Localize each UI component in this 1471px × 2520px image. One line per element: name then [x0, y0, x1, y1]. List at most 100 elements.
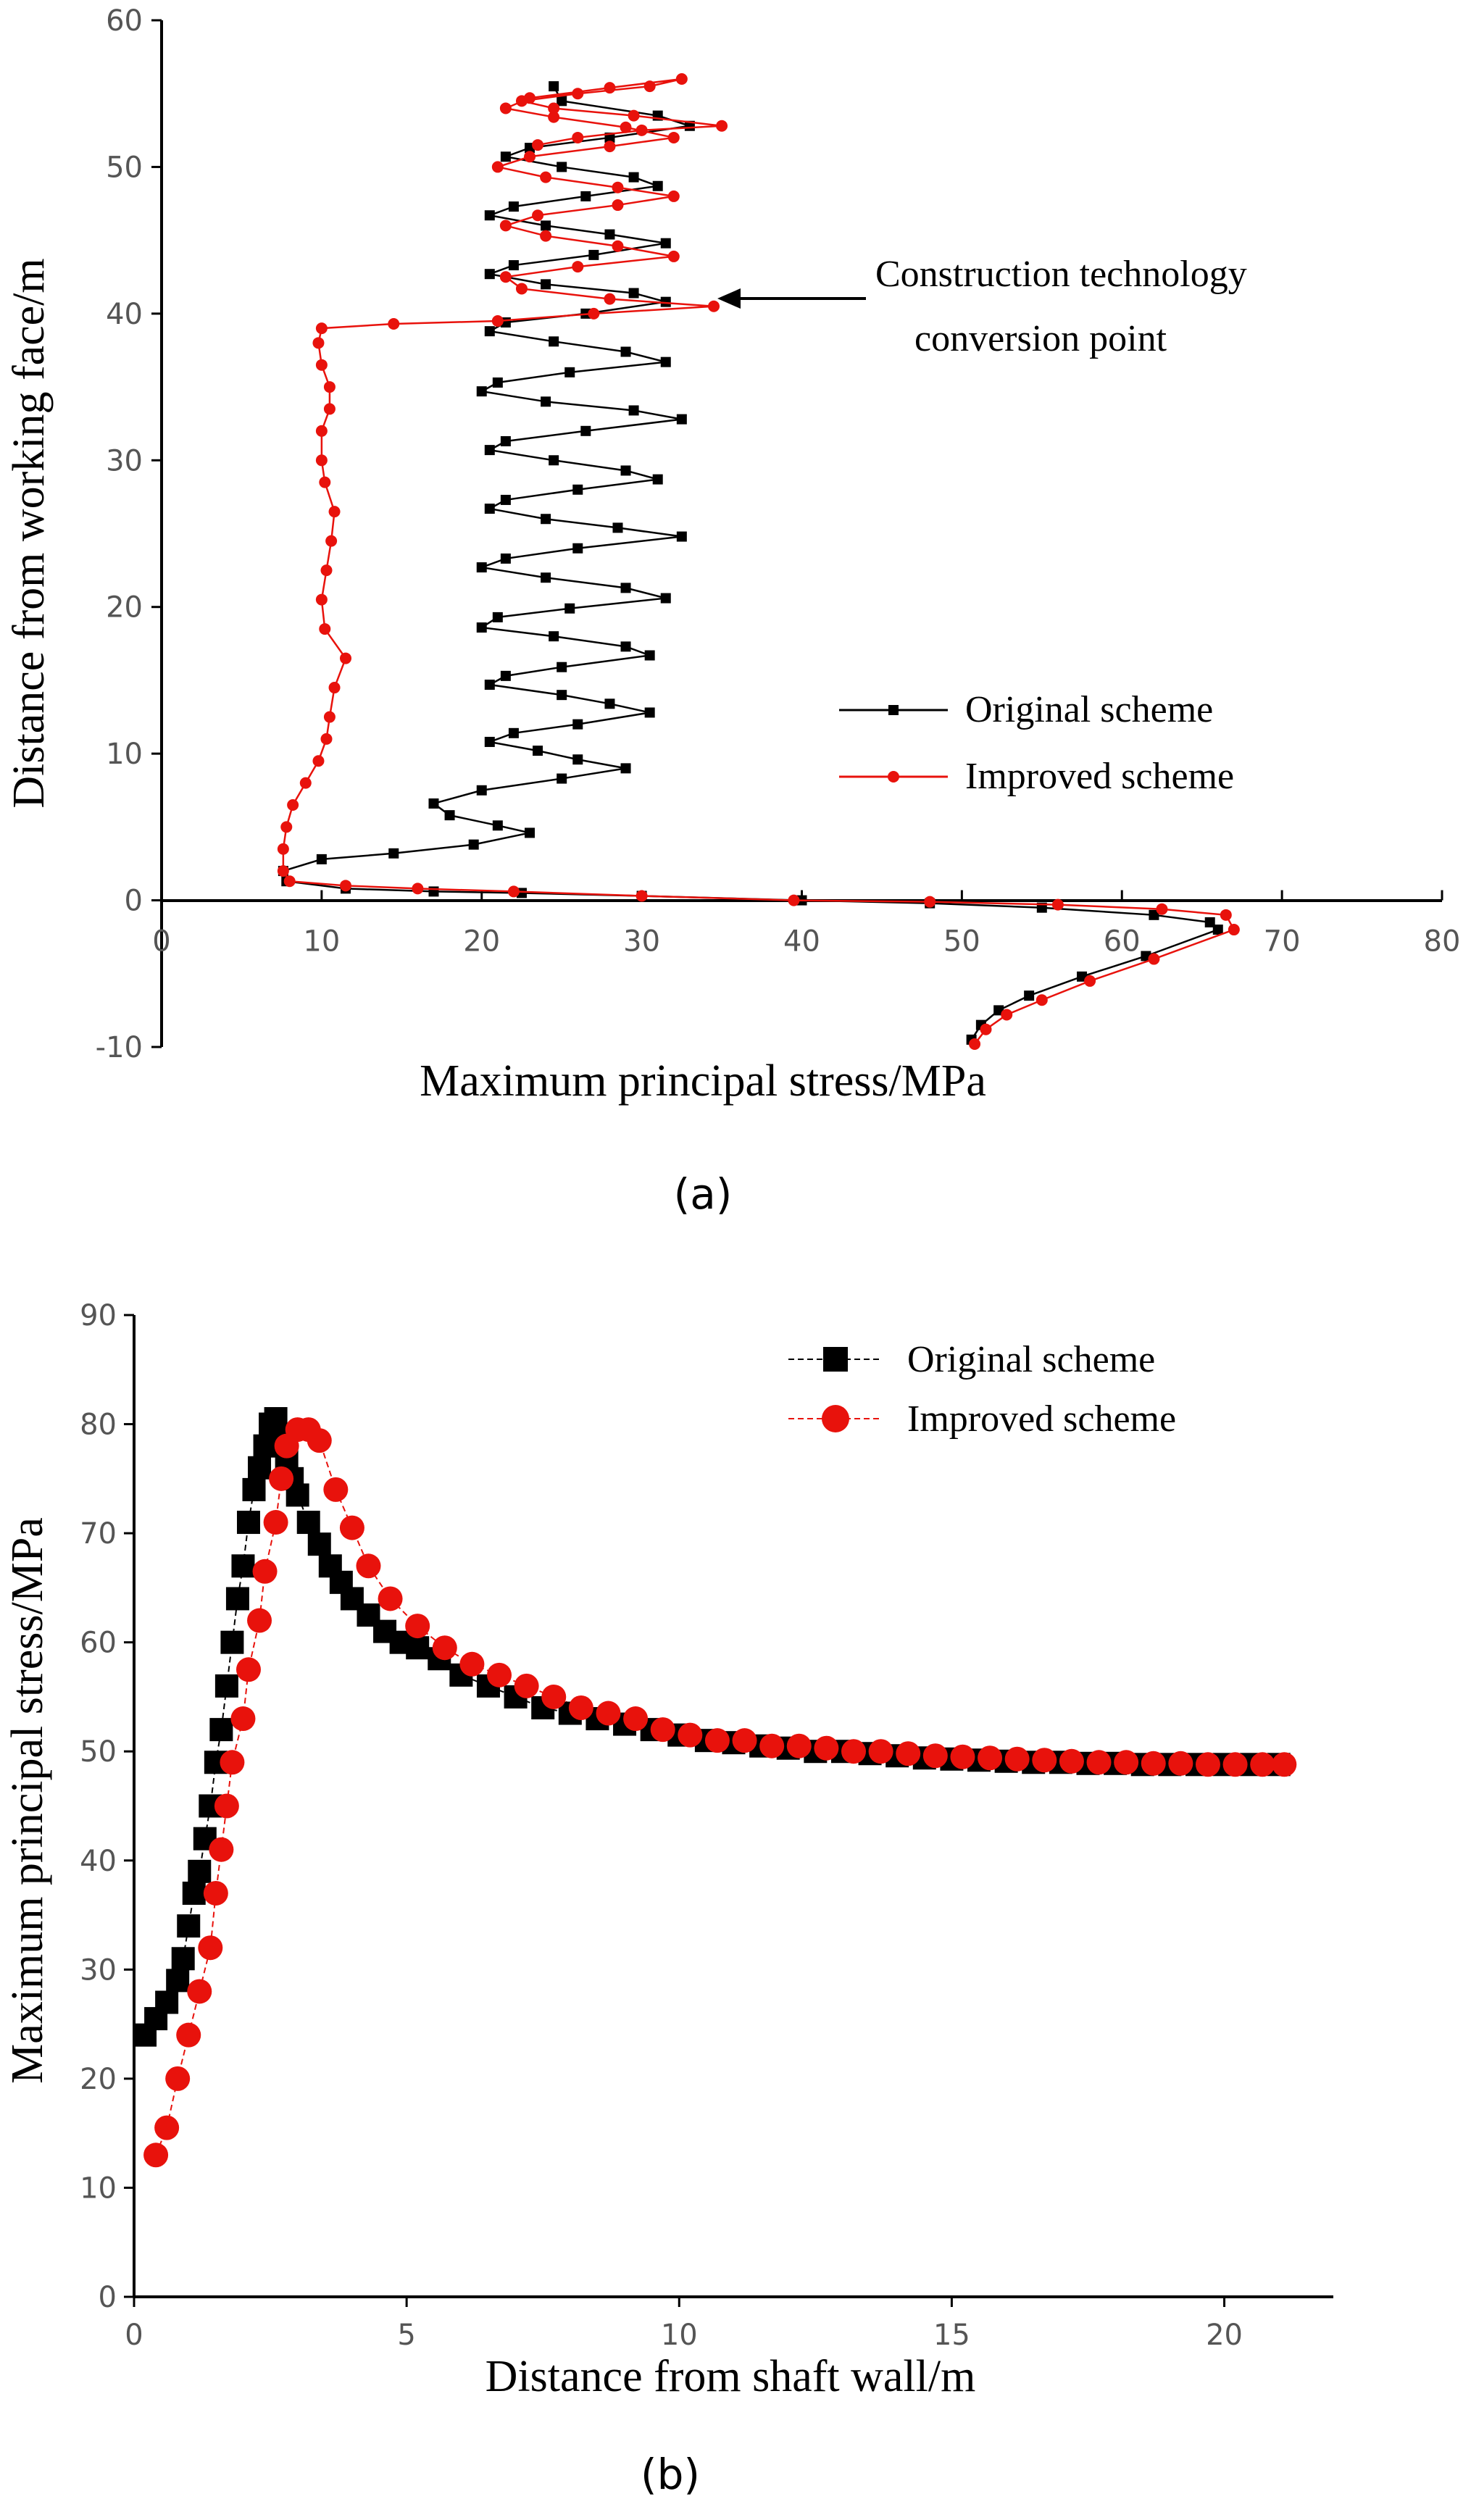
data-point-improved [263, 1510, 288, 1535]
chart-b-x-tick-label: 15 [933, 2319, 970, 2352]
legend-b-original-label: Original scheme [907, 1339, 1155, 1380]
data-point-original [604, 229, 615, 240]
data-point-improved [491, 314, 504, 327]
data-point-original [644, 707, 655, 718]
chart-a-y-tick-label: 40 [106, 298, 143, 331]
chart-a-x-label: Maximum principal stress/MPa [420, 1056, 986, 1106]
chart-b-y-tick-label: 50 [80, 1735, 117, 1769]
data-point-original [564, 603, 575, 614]
legend-b-improved-marker [822, 1405, 849, 1432]
chart-b-y-tick-label: 0 [99, 2281, 117, 2314]
data-point-improved [323, 381, 336, 393]
data-point-improved [612, 240, 624, 252]
legend-b-original-marker [823, 1347, 848, 1372]
data-point-original [484, 210, 495, 221]
data-point-improved [841, 1739, 866, 1764]
data-point-original [549, 631, 559, 642]
data-point-improved [277, 865, 289, 877]
data-point-improved [507, 885, 520, 898]
data-point-original [171, 1947, 195, 1971]
data-point-original [604, 698, 615, 709]
data-point-original [468, 839, 479, 850]
data-point-improved [588, 307, 600, 320]
data-point-original [1212, 925, 1223, 935]
data-point-improved [572, 88, 584, 100]
data-point-improved [1250, 1752, 1275, 1777]
data-point-original [620, 465, 631, 476]
data-point-original [557, 162, 567, 172]
data-point-improved [154, 2115, 180, 2140]
data-point-improved [786, 1733, 812, 1758]
data-point-improved [198, 1935, 223, 1961]
data-point-improved [315, 359, 328, 371]
data-point-original [620, 346, 631, 357]
data-point-original [500, 553, 511, 564]
data-point-original [492, 820, 503, 831]
data-point-original [549, 81, 559, 92]
data-point-improved [678, 1722, 703, 1748]
data-point-improved [388, 318, 400, 330]
data-point-improved [548, 102, 560, 114]
data-point-improved [176, 2022, 201, 2048]
data-point-improved [325, 535, 338, 547]
data-point-improved [165, 2066, 191, 2091]
data-point-improved [788, 894, 800, 906]
data-point-improved [568, 1695, 593, 1720]
data-point-original [541, 396, 551, 407]
data-point-improved [320, 564, 333, 577]
data-point-improved [1168, 1751, 1193, 1776]
chart-b-y-tick-label: 60 [80, 1627, 117, 1660]
data-point-improved [540, 230, 552, 242]
data-point-original [155, 1990, 179, 2014]
data-point-original [541, 220, 551, 231]
legend-b-improved-label: Improved scheme [907, 1398, 1176, 1440]
data-point-original [620, 763, 631, 774]
data-point-original [492, 377, 503, 388]
data-point-improved [487, 1662, 512, 1687]
data-point-original [660, 296, 671, 307]
data-point-improved [814, 1735, 839, 1761]
data-point-improved [650, 1717, 675, 1743]
data-point-improved [604, 293, 616, 305]
data-point-improved [283, 875, 296, 888]
data-point-original [620, 583, 631, 593]
data-point-improved [356, 1553, 381, 1579]
data-point-improved [1114, 1750, 1139, 1775]
data-point-improved [667, 131, 680, 143]
data-point-improved [922, 1743, 948, 1769]
data-point-original [231, 1554, 255, 1578]
series-line-original [282, 85, 1220, 1040]
data-point-original [557, 662, 567, 672]
data-point-improved [143, 2143, 169, 2168]
data-point-improved [319, 476, 331, 488]
data-point-original [549, 336, 559, 347]
data-point-improved [209, 1837, 234, 1862]
data-point-original [484, 736, 495, 747]
data-point-improved [277, 843, 289, 855]
data-point-original [676, 414, 687, 425]
data-point-improved [230, 1706, 256, 1732]
data-point-improved [323, 711, 336, 723]
data-point-original [628, 405, 639, 416]
data-point-original [508, 727, 519, 738]
panel-label-b: (b) [641, 2450, 700, 2499]
chart-b-x-label: Distance from shaft wall/m [486, 2352, 976, 2401]
chart-a-y-tick-label: -10 [96, 1031, 143, 1064]
data-point-improved [1059, 1748, 1084, 1774]
data-point-improved [214, 1793, 239, 1819]
chart-a-x-tick-label: 10 [303, 925, 340, 959]
data-point-original [644, 650, 655, 661]
data-point-improved [667, 250, 680, 262]
data-point-original [476, 785, 487, 796]
chart-b-y-tick-label: 10 [80, 2171, 117, 2205]
data-point-original [572, 754, 583, 765]
data-point-original [307, 1532, 331, 1556]
chart-a-x-tick-label: 20 [463, 925, 500, 959]
data-point-original [406, 1636, 430, 1660]
chart-a-y-tick-label: 60 [106, 4, 143, 38]
data-point-improved [499, 220, 512, 232]
data-point-original [177, 1914, 201, 1938]
chart-b-y-tick-label: 30 [80, 1953, 117, 1987]
data-point-improved [323, 1477, 349, 1502]
data-point-original [612, 522, 623, 533]
